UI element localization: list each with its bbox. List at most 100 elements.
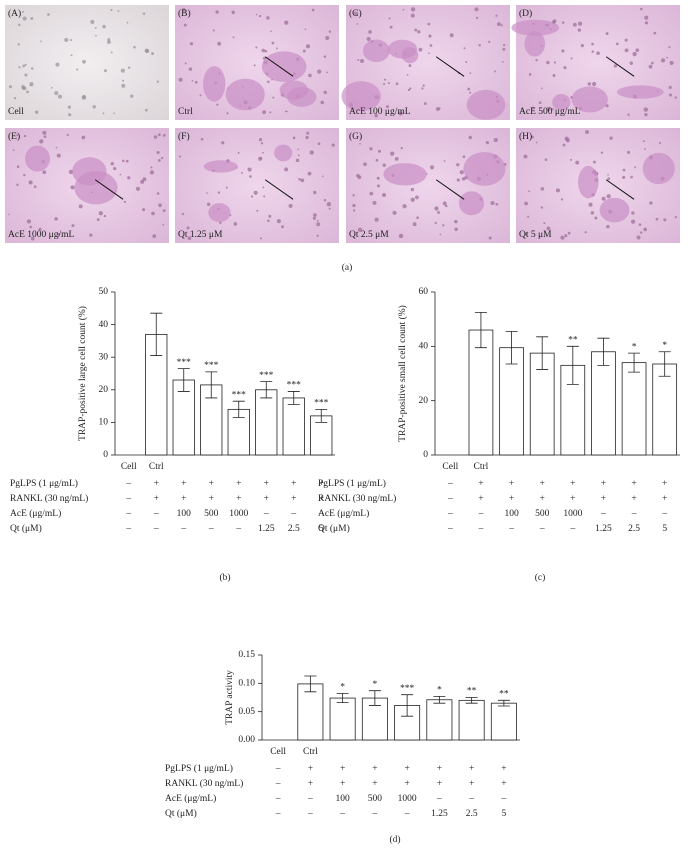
cell [467, 87, 471, 91]
error-bar [177, 368, 190, 392]
cell [666, 56, 669, 59]
cell [584, 231, 587, 234]
cell [22, 16, 27, 21]
cell [561, 49, 565, 53]
condition-label: AcE (μg/mL) [165, 793, 216, 804]
arrow [605, 56, 635, 77]
x-tick-label: Cell [442, 462, 458, 472]
cell [24, 73, 28, 77]
cell [253, 64, 256, 67]
cell [569, 158, 572, 161]
cell [328, 30, 332, 33]
cell [674, 215, 677, 219]
cell [600, 151, 604, 154]
panel-label: Qt 2.5 μM [349, 230, 389, 240]
cell [221, 141, 225, 145]
error-bar [566, 345, 579, 385]
cell [184, 62, 187, 65]
cell [437, 211, 440, 214]
cell [153, 135, 158, 139]
cell [387, 82, 390, 85]
cell [16, 134, 19, 137]
cell [535, 59, 538, 62]
cell [253, 190, 258, 195]
cell [465, 61, 468, 64]
x-tick-label: Cell [270, 747, 286, 757]
cell [538, 101, 542, 105]
condition-cell: + [662, 479, 667, 489]
cell [82, 59, 86, 64]
cell [156, 192, 160, 195]
error-bar [304, 675, 317, 693]
condition-cell: – [447, 494, 453, 504]
cell [285, 110, 287, 113]
cell [374, 113, 378, 118]
cell [490, 200, 495, 206]
cell [29, 225, 33, 229]
error-bar [597, 337, 610, 366]
cell [638, 223, 642, 227]
cell [89, 233, 93, 237]
cell [258, 156, 263, 161]
cell [233, 222, 238, 226]
cell [178, 77, 183, 82]
cell [388, 17, 391, 20]
osteoclast [616, 85, 664, 99]
arrow [605, 179, 635, 200]
cell [149, 170, 155, 175]
cell [442, 224, 445, 227]
error-bar [628, 352, 641, 373]
cell [456, 163, 460, 167]
cell [17, 23, 21, 27]
cell [369, 191, 374, 196]
cell [375, 158, 379, 162]
cell [212, 29, 215, 32]
cell [144, 48, 149, 53]
error-bar [205, 371, 218, 399]
cell [42, 130, 47, 135]
cell [376, 176, 380, 180]
condition-cell: + [570, 494, 575, 504]
cell [434, 221, 437, 225]
cell [392, 210, 397, 215]
cell [162, 223, 165, 226]
cell [381, 192, 387, 197]
cell [357, 58, 360, 62]
condition-cell: – [478, 524, 484, 534]
cell [321, 175, 324, 178]
cell [70, 54, 73, 57]
cell [423, 102, 427, 105]
cell [256, 209, 259, 212]
cell [272, 96, 275, 99]
cell [495, 202, 499, 206]
cell [57, 232, 61, 237]
cell [406, 74, 409, 76]
significance: *** [400, 684, 415, 694]
cell [410, 7, 416, 12]
cell [475, 16, 479, 20]
cell [40, 40, 42, 43]
cell [570, 57, 573, 60]
condition-cell: + [469, 779, 474, 789]
panel-label: AcE 500 μg/mL [519, 107, 581, 117]
cell [81, 135, 86, 140]
cell [262, 186, 265, 189]
osteoclast [463, 151, 506, 186]
cell [495, 14, 498, 17]
cell [117, 10, 120, 12]
cell [55, 146, 58, 149]
cell [151, 52, 155, 56]
caption: (c) [535, 572, 546, 583]
condition-cell: – [263, 509, 269, 519]
y-tick-label: 20 [99, 385, 109, 395]
cell [494, 70, 496, 73]
condition-cell: 1000 [563, 509, 582, 519]
cell [268, 214, 272, 218]
cell [402, 8, 405, 11]
y-tick-label: 10 [99, 418, 109, 428]
y-tick-label: 50 [99, 287, 109, 297]
cell [352, 194, 355, 197]
condition-cell: – [180, 524, 186, 534]
cell [323, 199, 327, 202]
cell [76, 68, 79, 71]
